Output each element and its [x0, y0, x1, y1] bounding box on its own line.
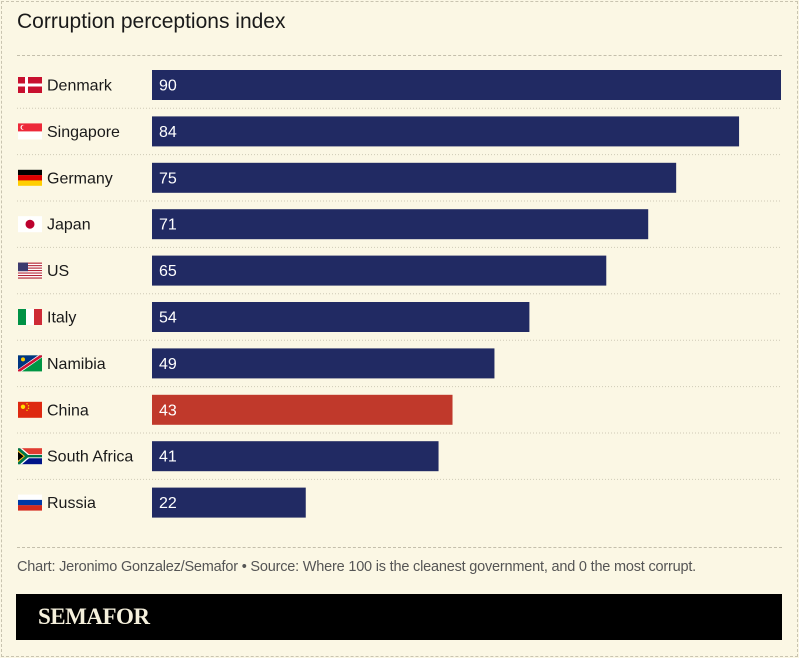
bar-us: [152, 255, 607, 286]
germany-flag-icon: [18, 169, 42, 186]
bar-singapore: [152, 116, 740, 147]
bar-italy: [152, 302, 530, 332]
data-label: 22: [159, 495, 177, 512]
singapore-flag-icon: [18, 123, 42, 140]
divider: [17, 547, 782, 548]
bar-japan: [152, 209, 649, 240]
bar-russia: [152, 487, 306, 518]
category-label: South Africa: [47, 449, 133, 466]
us-flag-icon: [18, 262, 42, 279]
chart-footer: Chart: Jeronimo Gonzalez/Semafor • Sourc…: [17, 559, 697, 575]
category-label: Namibia: [47, 356, 106, 373]
bar-namibia: [152, 348, 495, 379]
chart-title: Corruption perceptions index: [17, 10, 286, 33]
italy-flag-icon: [18, 309, 42, 325]
category-label: Germany: [47, 170, 113, 187]
brand-bar: SEMAFOR: [16, 594, 782, 640]
divider: [17, 55, 782, 56]
data-label: 90: [159, 78, 177, 95]
namibia-flag-icon: [18, 355, 42, 372]
category-label: Japan: [47, 217, 91, 234]
russia-flag-icon: [18, 494, 42, 511]
data-label: 49: [159, 356, 177, 373]
semafor-logo: SEMAFOR: [38, 604, 150, 629]
category-label: Singapore: [47, 124, 120, 141]
bar-germany: [152, 162, 677, 193]
data-label: 43: [159, 402, 177, 419]
data-label: 41: [159, 449, 177, 466]
bar-china: [152, 394, 453, 425]
data-label: 84: [159, 124, 177, 141]
category-label: China: [47, 402, 89, 419]
category-label: Russia: [47, 495, 96, 512]
category-label: Italy: [47, 310, 76, 327]
bar-chart: Denmark 90 Singapore 84 Germany 75 Japan 71 US 65…: [17, 70, 782, 518]
denmark-flag-icon: [18, 77, 42, 93]
data-label: 71: [159, 217, 177, 234]
bar-denmark: [152, 70, 781, 100]
data-label: 54: [159, 310, 177, 327]
china-flag-icon: [18, 401, 42, 418]
japan-flag-icon: [18, 216, 42, 233]
bar-south-africa: [152, 441, 439, 472]
category-label: US: [47, 263, 69, 280]
data-label: 65: [159, 263, 177, 280]
category-label: Denmark: [47, 78, 113, 95]
south-africa-flag-icon: [18, 448, 42, 465]
data-label: 75: [159, 170, 177, 187]
